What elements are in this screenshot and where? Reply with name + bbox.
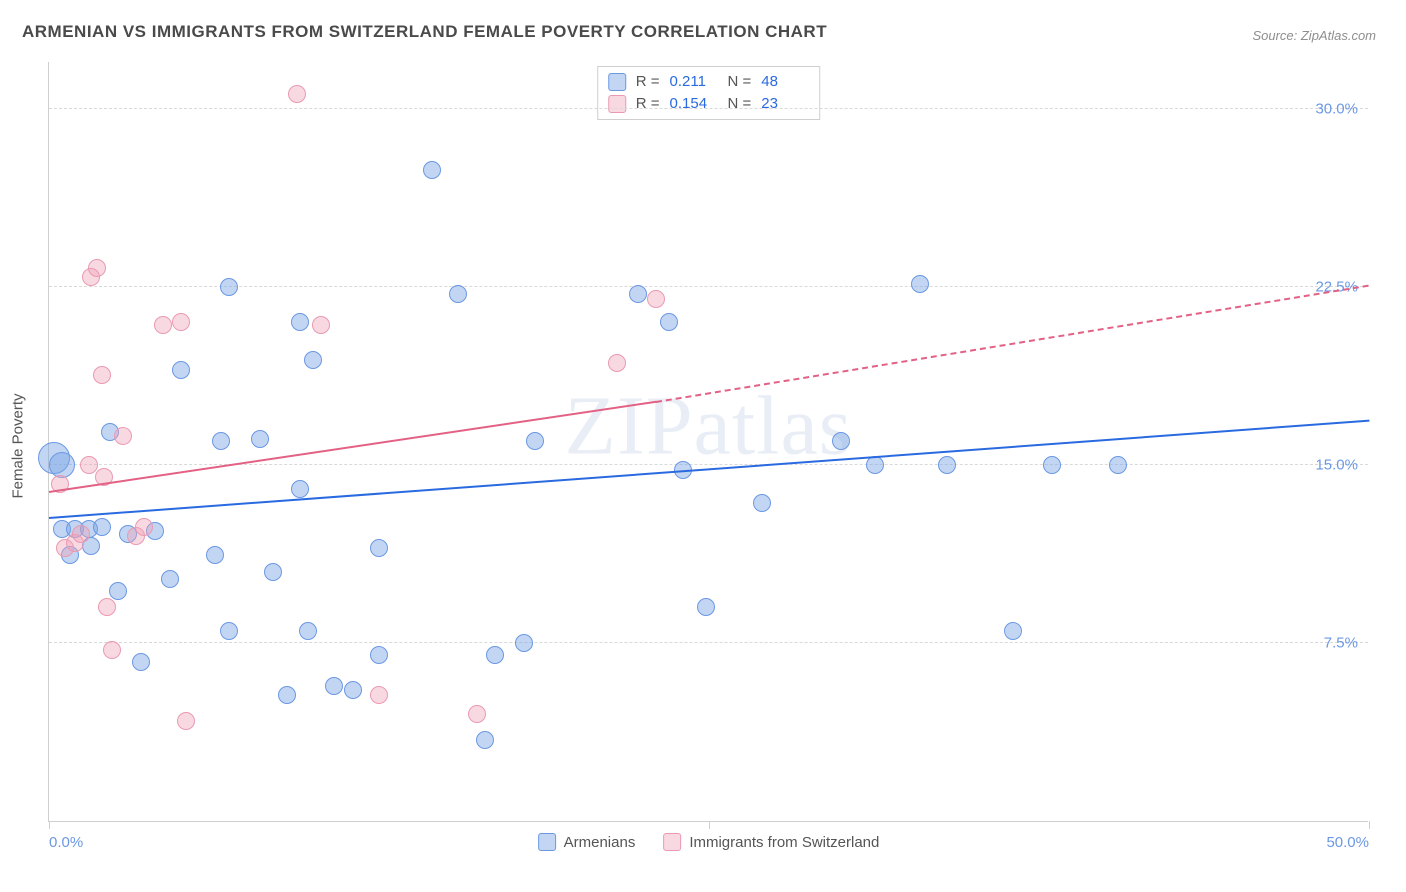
series-legend-item: Immigrants from Switzerland bbox=[663, 833, 879, 851]
data-point bbox=[449, 285, 467, 303]
data-point bbox=[753, 494, 771, 512]
data-point bbox=[220, 278, 238, 296]
y-axis-label: Female Poverty bbox=[10, 393, 27, 498]
data-point bbox=[264, 563, 282, 581]
data-point bbox=[1004, 622, 1022, 640]
data-point bbox=[49, 452, 75, 478]
x-tick-label: 50.0% bbox=[1326, 834, 1369, 851]
trend-line bbox=[656, 285, 1369, 403]
data-point bbox=[1109, 456, 1127, 474]
correlation-legend: R = 0.211 N = 48 R = 0.154 N = 23 bbox=[597, 66, 821, 120]
data-point bbox=[832, 432, 850, 450]
data-point bbox=[206, 546, 224, 564]
data-point bbox=[938, 456, 956, 474]
data-point bbox=[172, 361, 190, 379]
data-point bbox=[515, 634, 533, 652]
series-legend-label: Armenians bbox=[564, 834, 636, 851]
data-point bbox=[476, 731, 494, 749]
x-tick-label: 0.0% bbox=[49, 834, 83, 851]
r-label: R = bbox=[636, 71, 660, 93]
data-point bbox=[468, 705, 486, 723]
data-point bbox=[114, 427, 132, 445]
chart-title: ARMENIAN VS IMMIGRANTS FROM SWITZERLAND … bbox=[22, 22, 827, 42]
data-point bbox=[98, 598, 116, 616]
data-point bbox=[88, 259, 106, 277]
y-tick-label: 15.0% bbox=[1315, 456, 1358, 473]
n-value: 23 bbox=[761, 93, 809, 115]
x-tick bbox=[1369, 821, 1370, 829]
data-point bbox=[325, 677, 343, 695]
data-point bbox=[220, 622, 238, 640]
legend-swatch bbox=[608, 73, 626, 91]
trend-line bbox=[49, 420, 1369, 519]
data-point bbox=[608, 354, 626, 372]
series-legend-label: Immigrants from Switzerland bbox=[689, 834, 879, 851]
data-point bbox=[93, 366, 111, 384]
y-tick-label: 7.5% bbox=[1324, 634, 1358, 651]
data-point bbox=[72, 525, 90, 543]
gridline bbox=[49, 464, 1368, 465]
plot-area: ZIPatlas R =0.211N =48R =0.154N =23 Arme… bbox=[48, 62, 1368, 822]
legend-swatch bbox=[608, 95, 626, 113]
data-point bbox=[291, 480, 309, 498]
data-point bbox=[697, 598, 715, 616]
data-point bbox=[370, 646, 388, 664]
series-legend: Armenians Immigrants from Switzerland bbox=[538, 833, 880, 851]
data-point bbox=[154, 316, 172, 334]
data-point bbox=[911, 275, 929, 293]
r-label: R = bbox=[636, 93, 660, 115]
data-point bbox=[299, 622, 317, 640]
data-point bbox=[370, 539, 388, 557]
data-point bbox=[177, 712, 195, 730]
data-point bbox=[629, 285, 647, 303]
n-label: N = bbox=[728, 71, 752, 93]
y-tick-label: 30.0% bbox=[1315, 100, 1358, 117]
data-point bbox=[312, 316, 330, 334]
gridline bbox=[49, 108, 1368, 109]
correlation-legend-row: R = 0.211 N = 48 bbox=[608, 71, 810, 93]
data-point bbox=[212, 432, 230, 450]
data-point bbox=[1043, 456, 1061, 474]
x-tick bbox=[49, 821, 50, 829]
data-point bbox=[288, 85, 306, 103]
data-point bbox=[135, 518, 153, 536]
data-point bbox=[344, 681, 362, 699]
data-point bbox=[278, 686, 296, 704]
data-point bbox=[486, 646, 504, 664]
data-point bbox=[161, 570, 179, 588]
data-point bbox=[370, 686, 388, 704]
series-legend-item: Armenians bbox=[538, 833, 636, 851]
r-value: 0.154 bbox=[670, 93, 718, 115]
data-point bbox=[251, 430, 269, 448]
gridline bbox=[49, 642, 1368, 643]
data-point bbox=[660, 313, 678, 331]
data-point bbox=[526, 432, 544, 450]
data-point bbox=[132, 653, 150, 671]
data-point bbox=[172, 313, 190, 331]
n-label: N = bbox=[728, 93, 752, 115]
data-point bbox=[291, 313, 309, 331]
data-point bbox=[93, 518, 111, 536]
n-value: 48 bbox=[761, 71, 809, 93]
chart-source: Source: ZipAtlas.com bbox=[1252, 28, 1376, 43]
gridline bbox=[49, 286, 1368, 287]
data-point bbox=[103, 641, 121, 659]
correlation-legend-row: R = 0.154 N = 23 bbox=[608, 93, 810, 115]
data-point bbox=[423, 161, 441, 179]
data-point bbox=[109, 582, 127, 600]
legend-swatch bbox=[538, 833, 556, 851]
data-point bbox=[80, 456, 98, 474]
x-tick bbox=[709, 821, 710, 829]
legend-swatch bbox=[663, 833, 681, 851]
data-point bbox=[304, 351, 322, 369]
r-value: 0.211 bbox=[670, 71, 718, 93]
data-point bbox=[647, 290, 665, 308]
